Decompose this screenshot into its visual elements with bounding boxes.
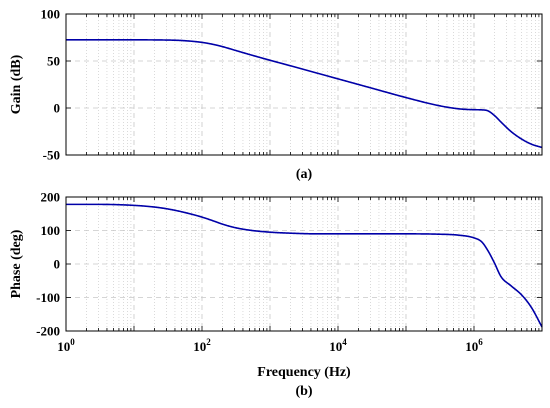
phase-y-axis-label: Phase (deg)	[9, 229, 24, 298]
gain-plot-frame	[65, 13, 543, 156]
gain-plot-area	[66, 14, 542, 155]
gain-y-tick-label: -50	[43, 148, 60, 163]
gain-y-tick-label: 100	[41, 7, 61, 22]
gain-grid	[66, 14, 542, 155]
phase-plot-frame	[65, 196, 543, 332]
gain-plot: -50 0 50 100 Gain (dB) (a)	[9, 7, 543, 182]
phase-y-tick-label: -200	[36, 324, 60, 339]
phase-curve	[66, 203, 543, 328]
phase-grid	[66, 197, 542, 331]
phase-x-tick-label: 104	[329, 337, 347, 354]
phase-y-tick-label: 100	[41, 223, 61, 238]
frequency-x-axis-label: Frequency (Hz)	[257, 365, 351, 380]
panel-label-b: (b)	[295, 384, 312, 399]
tick-base: 10	[465, 339, 478, 354]
phase-y-tick-label: 200	[41, 190, 61, 205]
phase-y-tick-label: -100	[36, 290, 60, 305]
gain-y-tick-label: 0	[54, 101, 61, 116]
phase-y-tick-label: 0	[54, 257, 61, 272]
tick-base: 10	[329, 339, 342, 354]
phase-x-tick-label: 106	[465, 337, 483, 354]
panel-label-a: (a)	[296, 167, 313, 182]
tick-exponent: 0	[70, 337, 75, 347]
gain-y-tick-labels: -50 0 50 100	[41, 7, 61, 163]
gain-y-tick-label: 50	[47, 54, 60, 69]
tick-base: 10	[57, 339, 70, 354]
tick-exponent: 2	[206, 337, 211, 347]
gain-curve	[66, 39, 543, 149]
phase-x-tick-labels: 100 102 104 106	[57, 337, 483, 354]
phase-x-tick-label: 100	[57, 337, 75, 354]
phase-x-tick-label: 102	[193, 337, 211, 354]
gain-y-axis-label: Gain (dB)	[9, 54, 24, 114]
tick-exponent: 4	[342, 337, 347, 347]
phase-y-tick-labels: -200 -100 0 100 200	[36, 190, 60, 339]
tick-exponent: 6	[478, 337, 483, 347]
tick-base: 10	[193, 339, 206, 354]
